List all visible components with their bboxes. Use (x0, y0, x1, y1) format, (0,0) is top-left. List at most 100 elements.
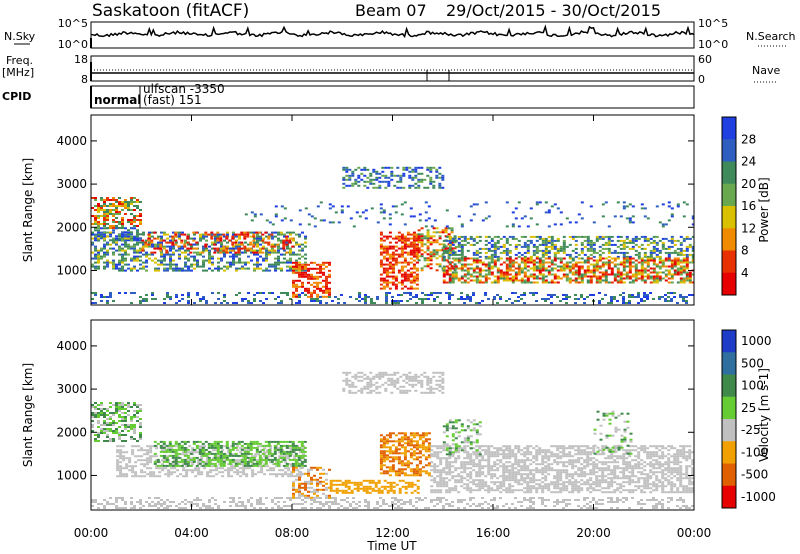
range-gate-cell (490, 505, 493, 507)
range-gate-cell (562, 265, 566, 268)
range-gate-cell (153, 251, 157, 254)
range-gate-cell (586, 275, 590, 278)
range-gate-cell (631, 294, 634, 296)
range-gate-cell (156, 247, 160, 250)
range-gate-cell (234, 462, 238, 465)
range-gate-cell (384, 176, 388, 179)
range-gate-cell (121, 249, 124, 252)
range-gate-cell (670, 237, 674, 240)
range-gate-cell (451, 298, 454, 300)
y-tick-label: 2000 (56, 220, 87, 234)
range-gate-cell (610, 296, 613, 298)
range-gate-cell (172, 245, 175, 248)
range-gate-cell (508, 298, 511, 300)
range-gate-cell (271, 501, 274, 503)
range-gate-cell (136, 255, 139, 258)
range-gate-cell (91, 404, 94, 406)
range-gate-cell (472, 253, 476, 256)
range-gate-cell (379, 279, 383, 282)
range-gate-cell (472, 237, 476, 240)
range-gate-cell (637, 257, 641, 260)
range-gate-cell (149, 447, 153, 450)
range-gate-cell (97, 233, 100, 236)
range-gate-cell (100, 247, 103, 250)
range-gate-cell (442, 497, 445, 499)
range-gate-cell (291, 237, 295, 240)
range-gate-cell (196, 292, 199, 294)
range-gate-cell (237, 442, 241, 445)
range-gate-cell (112, 263, 115, 266)
range-gate-cell (133, 410, 136, 412)
range-gate-cell (505, 271, 509, 274)
range-gate-cell (154, 298, 157, 300)
range-gate-cell (127, 410, 130, 412)
range-gate-cell (441, 174, 445, 177)
range-gate-cell (292, 283, 295, 286)
range-gate-cell (450, 261, 454, 264)
range-gate-cell (520, 271, 524, 274)
range-gate-cell (379, 237, 383, 240)
range-gate-cell (682, 298, 685, 300)
range-gate-cell (204, 233, 208, 236)
range-gate-cell (658, 239, 662, 242)
range-gate-cell (217, 257, 220, 260)
range-gate-cell (269, 455, 273, 458)
range-gate-cell (233, 467, 237, 470)
range-gate-cell (378, 176, 382, 179)
range-gate-cell (382, 281, 386, 284)
range-gate-cell (193, 267, 196, 270)
range-gate-cell (244, 261, 247, 264)
range-gate-cell (649, 267, 653, 270)
range-gate-cell (394, 253, 398, 256)
range-gate-cell (346, 497, 349, 499)
range-gate-cell (423, 257, 427, 260)
range-gate-cell (517, 239, 521, 242)
range-gate-cell (218, 471, 222, 474)
range-gate-cell (191, 457, 195, 460)
range-gate-cell (390, 170, 394, 173)
range-gate-cell (109, 430, 112, 432)
range-gate-cell (520, 501, 523, 503)
range-gate-cell (691, 261, 694, 264)
range-gate-cell (118, 426, 121, 428)
range-gate-cell (246, 233, 250, 236)
range-gate-cell (154, 269, 157, 272)
range-gate-cell (229, 255, 232, 258)
range-gate-cell (412, 271, 416, 274)
range-gate-cell (625, 235, 629, 238)
range-gate-cell (496, 277, 500, 280)
range-gate-cell (454, 271, 458, 274)
range-gate-cell (429, 168, 433, 171)
range-gate-cell (136, 201, 139, 203)
range-gate-cell (322, 503, 325, 505)
range-gate-cell (298, 279, 301, 282)
range-gate-cell (445, 265, 449, 268)
range-gate-cell (307, 273, 310, 276)
range-gate-cell (319, 281, 322, 284)
range-gate-cell (577, 269, 581, 272)
range-gate-cell (394, 277, 398, 280)
range-gate-cell (203, 463, 207, 466)
range-gate-cell (604, 275, 608, 278)
range-gate-cell (622, 296, 625, 298)
range-gate-cell (475, 235, 479, 238)
range-gate-cell (463, 259, 467, 262)
range-gate-cell (589, 294, 592, 296)
range-gate-cell (232, 302, 235, 304)
range-gate-cell (478, 292, 481, 294)
range-gate-cell (94, 265, 97, 268)
range-gate-cell (184, 265, 187, 268)
range-gate-cell (382, 209, 386, 212)
range-gate-cell (688, 281, 692, 284)
range-gate-cell (493, 259, 497, 262)
range-gate-cell (667, 501, 670, 503)
range-gate-cell (130, 438, 133, 440)
range-gate-cell (616, 499, 619, 501)
range-gate-cell (541, 239, 545, 242)
range-gate-cell (574, 239, 578, 242)
range-gate-cell (94, 249, 97, 252)
range-gate-cell (435, 249, 439, 252)
range-gate-cell (252, 245, 256, 248)
range-gate-cell (270, 460, 274, 463)
range-gate-cell (487, 298, 490, 300)
